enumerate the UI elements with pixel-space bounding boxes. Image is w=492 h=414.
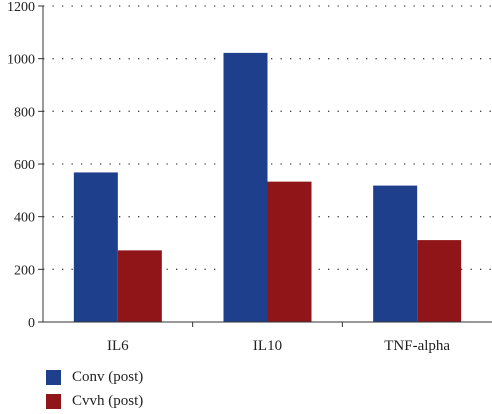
- x-tick-label: TNF-alpha: [384, 338, 450, 354]
- y-tick-label: 600: [14, 158, 35, 173]
- y-tick-label: 800: [14, 105, 35, 120]
- legend-item-cvvh: Cvvh (post): [46, 390, 143, 412]
- bars: [73, 52, 462, 323]
- y-tick-label: 400: [14, 211, 35, 226]
- legend-swatch-cvvh: [46, 393, 61, 409]
- bar-cvvh-tnf-alpha: [417, 240, 462, 322]
- y-tick-label: 1000: [7, 53, 35, 68]
- legend-swatch-conv: [46, 369, 61, 385]
- bar-conv-il10: [223, 52, 268, 323]
- y-axis-ticks: 0 200 400 600 800 1000 1200: [7, 0, 43, 331]
- bar-conv-il6: [73, 172, 118, 322]
- legend-label-conv: Conv (post): [72, 368, 144, 385]
- x-axis-labels: IL6 IL10 TNF-alpha: [107, 338, 450, 354]
- bar-conv-tnf-alpha: [373, 185, 418, 322]
- x-tick-label: IL6: [107, 338, 129, 354]
- bar-cvvh-il6: [117, 250, 162, 322]
- legend: Conv (post) Cvvh (post): [46, 366, 143, 414]
- x-tick-label: IL10: [253, 338, 282, 354]
- legend-item-conv: Conv (post): [46, 366, 143, 388]
- y-tick-label: 200: [14, 263, 35, 278]
- y-tick-label: 0: [28, 316, 35, 331]
- legend-label-cvvh: Cvvh (post): [72, 392, 144, 409]
- bar-cvvh-il10: [267, 181, 312, 322]
- y-tick-label: 1200: [7, 0, 35, 15]
